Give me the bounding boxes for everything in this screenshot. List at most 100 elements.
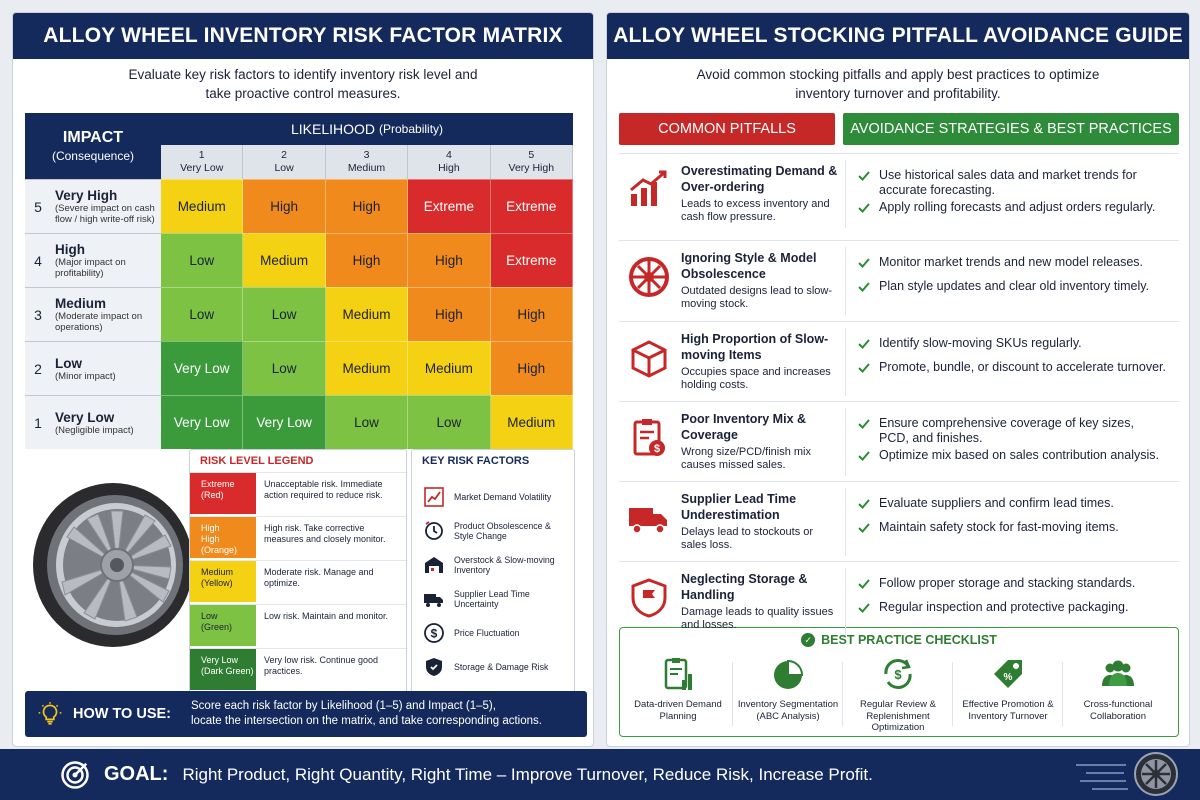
check-icon [858,523,870,533]
impact-label-group: Very High (Severe impact on cash flow / h… [51,188,161,225]
risk-matrix: IMPACT (Consequence) LIKELIHOOD (Probabi… [25,113,587,449]
key-risk-factor: Market Demand Volatility [422,482,572,512]
impact-score: 4 [34,252,42,269]
check-icon [858,603,870,613]
strategy-item: Plan style updates and clear old invento… [857,279,1167,294]
how-to-use-title: HOW TO USE: [73,706,172,722]
legend-description: High risk. Take corrective measures and … [264,523,386,544]
impact-name: Medium [55,296,107,311]
shield-flag-icon [631,578,667,618]
risk-cell: High [325,233,409,287]
legend-level: Low [201,611,218,621]
key-risk-factor: Storage & Damage Risk [422,652,572,682]
checklist-item-label: Regular Review & Replenishment Optimizat… [859,699,937,733]
check-icon [858,171,870,181]
intro-line: take proactive control measures. [205,86,401,101]
legend-row: Medium (Yellow) Moderate risk. Manage and … [190,560,406,602]
legend-swatch: High High (Orange) [190,517,256,558]
legend-description: Very low risk. Continue good practices. [264,655,379,676]
likelihood-score: 4 [445,149,452,161]
strategy-text: Regular inspection and protective packag… [879,600,1129,614]
key-risk-factor-label: Supplier Lead Time Uncertainty [454,588,530,610]
checklist-item-label: Cross-functional Collaboration [1083,699,1153,722]
legend-swatch: Extreme (Red) [190,473,256,514]
impact-label-group: Low (Minor impact) [51,356,161,382]
goal-banner: GOAL: Right Product, Right Quantity, Rig… [0,749,1200,800]
impact-score: 3 [34,306,42,323]
trend-chart-icon [630,170,667,206]
svg-text:$: $ [431,627,438,641]
key-risk-factor-label: Price Fluctuation [454,627,520,638]
column-divider [845,328,846,396]
likelihood-column-header: 3 Medium [325,145,409,179]
impact-row-header: 1 Very Low (Negligible impact) [25,395,161,449]
pitfall-title: Ignoring Style & Model Obsolescence [681,251,817,281]
impact-title: IMPACT [62,129,124,146]
risk-matrix-title: ALLOY WHEEL INVENTORY RISK FACTOR MATRIX [13,13,593,59]
pitfall-guide-intro: Avoid common stocking pitfalls and apply… [607,65,1189,103]
legend-swatch: Very Low (Dark Green) [190,649,256,690]
legend-description: Moderate risk. Manage and optimize. [264,567,374,588]
legend-row: Low (Green) Low risk. Maintain and monitor… [190,604,406,646]
pitfall-description: Damage leads to quality issues and losse… [681,606,834,631]
impact-score: 1 [34,414,42,431]
risk-cell: Extreme [490,179,573,233]
pitfall-row: Overestimating Demand & Over-ordering Lea… [619,153,1179,233]
legend-color-name: (Dark Green) [201,666,254,676]
likelihood-column-header: 2 Low [243,145,326,179]
strategy-item: Promote, bundle, or discount to accelera… [857,360,1167,375]
pitfall-description: Outdated designs lead to slow-moving sto… [681,285,833,310]
strategy-text: Plan style updates and clear old invento… [879,279,1150,293]
impact-row-header: 2 Low (Minor impact) [25,341,161,395]
svg-text:$: $ [654,443,660,455]
pitfall-row: Ignoring Style & Model Obsolescence Outda… [619,240,1179,320]
key-risk-factor-label: Market Demand Volatility [454,491,552,502]
truck-icon [424,594,443,607]
intro-line: Evaluate key risk factors to identify in… [128,67,478,82]
legend-description: Low risk. Maintain and monitor. [264,611,389,621]
legend-swatch: Medium (Yellow) [190,561,256,602]
pitfall-title: Overestimating Demand & Over-ordering [681,164,838,194]
clipboard-chart-icon [664,658,692,690]
legend-level: Very Low [201,655,239,665]
legend-level: Medium [201,567,234,577]
strategy-item: Regular inspection and protective packag… [857,600,1167,615]
key-risk-factor: $ Price Fluctuation [422,618,572,648]
impact-description: (Negligible impact) [55,424,134,436]
warehouse-icon [425,557,443,573]
pitfall-title: Supplier Lead Time Underestimation [681,492,797,522]
legend-row: Very Low (Dark Green) Very low risk. Conti… [190,648,406,690]
risk-cell: Extreme [490,233,573,287]
svg-text:$: $ [894,667,902,682]
risk-cell: Very Low [243,395,326,449]
check-icon [858,203,870,213]
likelihood-label: High [438,162,460,174]
risk-level-legend: RISK LEVEL LEGEND Extreme (Red) Unacceptab… [189,449,407,695]
column-divider [845,160,846,228]
legend-color-name: High (Orange) [201,534,238,555]
risk-cell: Low [243,341,326,395]
alloy-wheel-icon [33,483,193,647]
risk-cell: High [490,341,573,395]
risk-cell: Low [325,395,409,449]
column-divider [845,488,846,556]
likelihood-title: LIKELIHOOD [290,121,375,137]
how-to-use-banner: HOW TO USE: Score each risk factor by Li… [25,691,587,737]
clock-icon [425,521,443,540]
strategy-item: Monitor market trends and new model rele… [857,255,1167,270]
target-icon [61,760,89,789]
impact-score: 5 [34,198,42,215]
lightbulb-icon [38,702,62,725]
key-risk-factors: KEY RISK FACTORS Market Demand Volatilit… [411,449,575,695]
column-divider [845,247,846,315]
pitfall-description: Occupies space and increases holding cos… [681,366,831,391]
checklist-item: Data-driven Demand Planning [626,656,730,732]
impact-row-header: 3 Medium (Moderate impact on operations) [25,287,161,341]
checklist-item: $ Regular Review & Replenishment Optimiza… [846,656,950,733]
likelihood-label: Medium [347,162,386,174]
risk-cell: Low [161,233,244,287]
likelihood-column-header: 1 Very Low [161,145,244,179]
checklist-divider [732,662,733,726]
risk-cell: Medium [325,341,409,395]
risk-cell: Low [161,287,244,341]
